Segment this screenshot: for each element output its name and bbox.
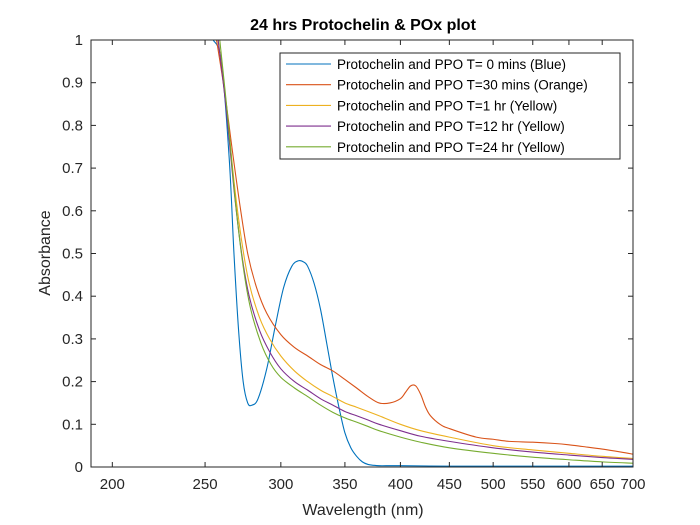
x-tick-label: 300	[268, 476, 293, 493]
x-tick-label: 400	[388, 476, 413, 493]
y-tick-label: 0.7	[62, 160, 83, 177]
y-tick-label: 0	[75, 459, 83, 476]
legend-label-4: Protochelin and PPO T=12 hr (Yellow)	[337, 119, 565, 134]
x-tick-label: 450	[437, 476, 462, 493]
y-tick-label: 0.1	[62, 416, 83, 433]
y-tick-label: 0.8	[62, 117, 83, 134]
series-line-3	[217, 40, 633, 460]
legend-label-5: Protochelin and PPO T=24 hr (Yellow)	[337, 140, 565, 155]
x-tick-label: 350	[332, 476, 357, 493]
y-tick-label: 0.9	[62, 75, 83, 92]
legend-box	[279, 52, 621, 160]
x-axis-title: Wavelength (nm)	[302, 502, 423, 519]
y-tick-label: 1	[75, 32, 83, 49]
x-tick-label: 250	[193, 476, 218, 493]
y-tick-label: 0.4	[62, 288, 83, 305]
axes-layer: 200 250 300 350 400 450 500 550 600 650 700 0 0.1 0.2…	[62, 32, 645, 493]
x-tick-label: 650	[590, 476, 615, 493]
x-tick-label: 200	[100, 476, 125, 493]
y-tick-label: 0.5	[62, 246, 83, 263]
x-tick-label: 550	[520, 476, 545, 493]
chart-title: 24 hrs Protochelin & POx plot	[250, 17, 476, 34]
y-axis-title: Absorbance	[37, 210, 54, 295]
series-line-5	[219, 40, 633, 464]
x-tick-label: 600	[556, 476, 581, 493]
x-tick-label: 500	[481, 476, 506, 493]
legend-label-1: Protochelin and PPO T= 0 mins (Blue)	[337, 57, 566, 72]
y-tick-label: 0.2	[62, 374, 83, 391]
legend-label-3: Protochelin and PPO T=1 hr (Yellow)	[337, 98, 557, 113]
series-line-2	[215, 40, 633, 455]
legend-label-2: Protochelin and PPO T=30 mins (Orange)	[337, 78, 588, 93]
x-tick-label: 700	[620, 476, 645, 493]
legend: Protochelin and PPO T= 0 mins (Blue) Prot…	[279, 52, 621, 160]
y-tick-label: 0.6	[62, 203, 83, 220]
y-tick-label: 0.3	[62, 331, 83, 348]
